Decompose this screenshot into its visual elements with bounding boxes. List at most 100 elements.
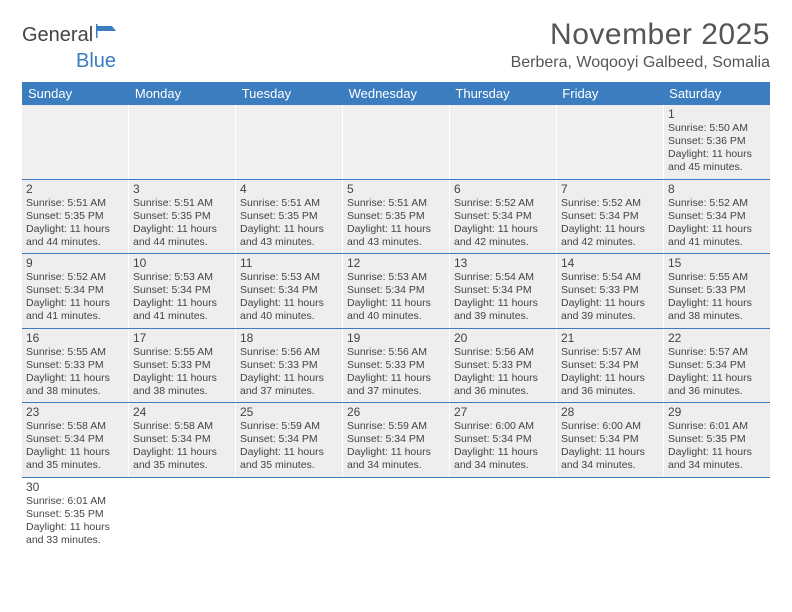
day-number: 7 [561, 182, 659, 196]
weekday-header: Friday [556, 82, 663, 105]
day-number: 28 [561, 405, 659, 419]
daylight-line: Daylight: 11 hours and 34 minutes. [668, 446, 766, 472]
sunrise-line: Sunrise: 5:51 AM [240, 197, 338, 210]
calendar: SundayMondayTuesdayWednesdayThursdayFrid… [22, 82, 770, 551]
day-number: 20 [454, 331, 552, 345]
sunset-line: Sunset: 5:34 PM [240, 284, 338, 297]
day-cell: 11Sunrise: 5:53 AMSunset: 5:34 PMDayligh… [236, 254, 342, 328]
day-cell: 22Sunrise: 5:57 AMSunset: 5:34 PMDayligh… [664, 329, 770, 403]
week-row: 2Sunrise: 5:51 AMSunset: 5:35 PMDaylight… [22, 180, 770, 255]
weekday-header: Thursday [449, 82, 556, 105]
sunrise-line: Sunrise: 6:01 AM [668, 420, 766, 433]
sunrise-line: Sunrise: 5:56 AM [347, 346, 445, 359]
day-cell [22, 105, 128, 179]
sunset-line: Sunset: 5:34 PM [454, 210, 552, 223]
daylight-line: Daylight: 11 hours and 44 minutes. [133, 223, 231, 249]
weekday-header: Monday [129, 82, 236, 105]
day-cell: 19Sunrise: 5:56 AMSunset: 5:33 PMDayligh… [343, 329, 449, 403]
daylight-line: Daylight: 11 hours and 45 minutes. [668, 148, 766, 174]
day-cell: 2Sunrise: 5:51 AMSunset: 5:35 PMDaylight… [22, 180, 128, 254]
sunset-line: Sunset: 5:34 PM [240, 433, 338, 446]
day-cell: 25Sunrise: 5:59 AMSunset: 5:34 PMDayligh… [236, 403, 342, 477]
day-cell: 27Sunrise: 6:00 AMSunset: 5:34 PMDayligh… [450, 403, 556, 477]
daylight-line: Daylight: 11 hours and 36 minutes. [454, 372, 552, 398]
sunset-line: Sunset: 5:34 PM [668, 210, 766, 223]
day-number: 5 [347, 182, 445, 196]
sunrise-line: Sunrise: 5:55 AM [26, 346, 124, 359]
sunrise-line: Sunrise: 6:01 AM [26, 495, 124, 508]
sunset-line: Sunset: 5:34 PM [561, 210, 659, 223]
day-cell [236, 105, 342, 179]
day-number: 6 [454, 182, 552, 196]
day-number: 15 [668, 256, 766, 270]
daylight-line: Daylight: 11 hours and 43 minutes. [347, 223, 445, 249]
daylight-line: Daylight: 11 hours and 41 minutes. [26, 297, 124, 323]
day-cell [343, 105, 449, 179]
sunrise-line: Sunrise: 5:54 AM [561, 271, 659, 284]
sunrise-line: Sunrise: 6:00 AM [454, 420, 552, 433]
day-cell [129, 478, 235, 552]
day-number: 23 [26, 405, 124, 419]
week-row: 23Sunrise: 5:58 AMSunset: 5:34 PMDayligh… [22, 403, 770, 478]
daylight-line: Daylight: 11 hours and 33 minutes. [26, 521, 124, 547]
day-number: 25 [240, 405, 338, 419]
day-cell [450, 105, 556, 179]
day-number: 1 [668, 107, 766, 121]
day-cell [664, 478, 770, 552]
day-cell [236, 478, 342, 552]
sunrise-line: Sunrise: 5:53 AM [347, 271, 445, 284]
sunset-line: Sunset: 5:33 PM [133, 359, 231, 372]
sunrise-line: Sunrise: 5:59 AM [347, 420, 445, 433]
day-cell: 26Sunrise: 5:59 AMSunset: 5:34 PMDayligh… [343, 403, 449, 477]
daylight-line: Daylight: 11 hours and 41 minutes. [668, 223, 766, 249]
daylight-line: Daylight: 11 hours and 34 minutes. [454, 446, 552, 472]
sunset-line: Sunset: 5:34 PM [133, 433, 231, 446]
weekday-header: Sunday [22, 82, 129, 105]
sunset-line: Sunset: 5:33 PM [240, 359, 338, 372]
daylight-line: Daylight: 11 hours and 36 minutes. [561, 372, 659, 398]
sunset-line: Sunset: 5:34 PM [561, 433, 659, 446]
sunset-line: Sunset: 5:33 PM [668, 284, 766, 297]
weekday-header: Wednesday [343, 82, 450, 105]
day-cell: 9Sunrise: 5:52 AMSunset: 5:34 PMDaylight… [22, 254, 128, 328]
day-number: 9 [26, 256, 124, 270]
sunset-line: Sunset: 5:34 PM [347, 433, 445, 446]
daylight-line: Daylight: 11 hours and 38 minutes. [26, 372, 124, 398]
sunset-line: Sunset: 5:34 PM [454, 284, 552, 297]
daylight-line: Daylight: 11 hours and 37 minutes. [240, 372, 338, 398]
day-cell [450, 478, 556, 552]
daylight-line: Daylight: 11 hours and 34 minutes. [347, 446, 445, 472]
day-cell: 6Sunrise: 5:52 AMSunset: 5:34 PMDaylight… [450, 180, 556, 254]
sunset-line: Sunset: 5:35 PM [133, 210, 231, 223]
sunset-line: Sunset: 5:33 PM [347, 359, 445, 372]
day-cell: 1Sunrise: 5:50 AMSunset: 5:36 PMDaylight… [664, 105, 770, 179]
sunrise-line: Sunrise: 5:53 AM [240, 271, 338, 284]
day-cell: 10Sunrise: 5:53 AMSunset: 5:34 PMDayligh… [129, 254, 235, 328]
sunset-line: Sunset: 5:35 PM [668, 433, 766, 446]
month-year-title: November 2025 [511, 18, 770, 52]
sunset-line: Sunset: 5:36 PM [668, 135, 766, 148]
sunrise-line: Sunrise: 5:57 AM [668, 346, 766, 359]
sunset-line: Sunset: 5:34 PM [347, 284, 445, 297]
sunrise-line: Sunrise: 5:52 AM [454, 197, 552, 210]
week-row: 16Sunrise: 5:55 AMSunset: 5:33 PMDayligh… [22, 329, 770, 404]
day-cell: 28Sunrise: 6:00 AMSunset: 5:34 PMDayligh… [557, 403, 663, 477]
day-cell: 16Sunrise: 5:55 AMSunset: 5:33 PMDayligh… [22, 329, 128, 403]
daylight-line: Daylight: 11 hours and 42 minutes. [561, 223, 659, 249]
day-cell: 7Sunrise: 5:52 AMSunset: 5:34 PMDaylight… [557, 180, 663, 254]
location-subtitle: Berbera, Woqooyi Galbeed, Somalia [511, 54, 770, 72]
day-number: 12 [347, 256, 445, 270]
day-cell: 15Sunrise: 5:55 AMSunset: 5:33 PMDayligh… [664, 254, 770, 328]
page-header: General November 2025 Berbera, Woqooyi G… [22, 18, 770, 72]
sunrise-line: Sunrise: 5:51 AM [347, 197, 445, 210]
daylight-line: Daylight: 11 hours and 42 minutes. [454, 223, 552, 249]
sunrise-line: Sunrise: 5:52 AM [26, 271, 124, 284]
day-number: 10 [133, 256, 231, 270]
day-cell: 3Sunrise: 5:51 AMSunset: 5:35 PMDaylight… [129, 180, 235, 254]
day-cell: 20Sunrise: 5:56 AMSunset: 5:33 PMDayligh… [450, 329, 556, 403]
day-number: 22 [668, 331, 766, 345]
daylight-line: Daylight: 11 hours and 41 minutes. [133, 297, 231, 323]
day-number: 4 [240, 182, 338, 196]
day-cell: 18Sunrise: 5:56 AMSunset: 5:33 PMDayligh… [236, 329, 342, 403]
day-number: 2 [26, 182, 124, 196]
